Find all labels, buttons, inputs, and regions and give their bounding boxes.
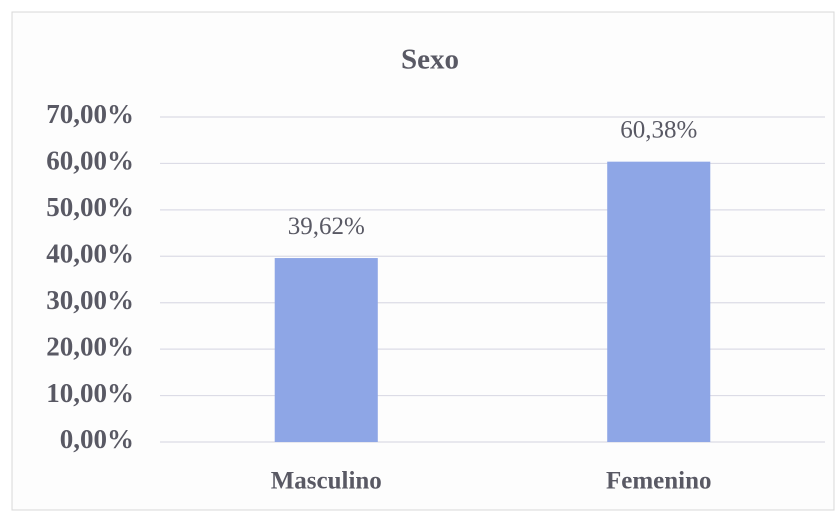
y-tick-label: 50,00% (46, 192, 134, 222)
x-tick-label: Masculino (271, 468, 382, 495)
y-tick-label: 40,00% (46, 238, 134, 268)
chart-title: Sexo (401, 44, 459, 76)
y-tick-label: 20,00% (46, 331, 134, 361)
y-tick-label: 0,00% (60, 424, 134, 454)
bar (607, 161, 711, 442)
value-label: 60,38% (620, 116, 697, 143)
y-tick-label: 60,00% (46, 146, 134, 176)
bar (274, 258, 378, 442)
chart-border (11, 11, 835, 511)
y-tick-label: 30,00% (46, 285, 134, 315)
y-tick-label: 10,00% (46, 378, 134, 408)
y-tick-label: 70,00% (46, 99, 134, 129)
value-label: 39,62% (288, 213, 365, 240)
x-tick-label: Femenino (606, 468, 712, 495)
